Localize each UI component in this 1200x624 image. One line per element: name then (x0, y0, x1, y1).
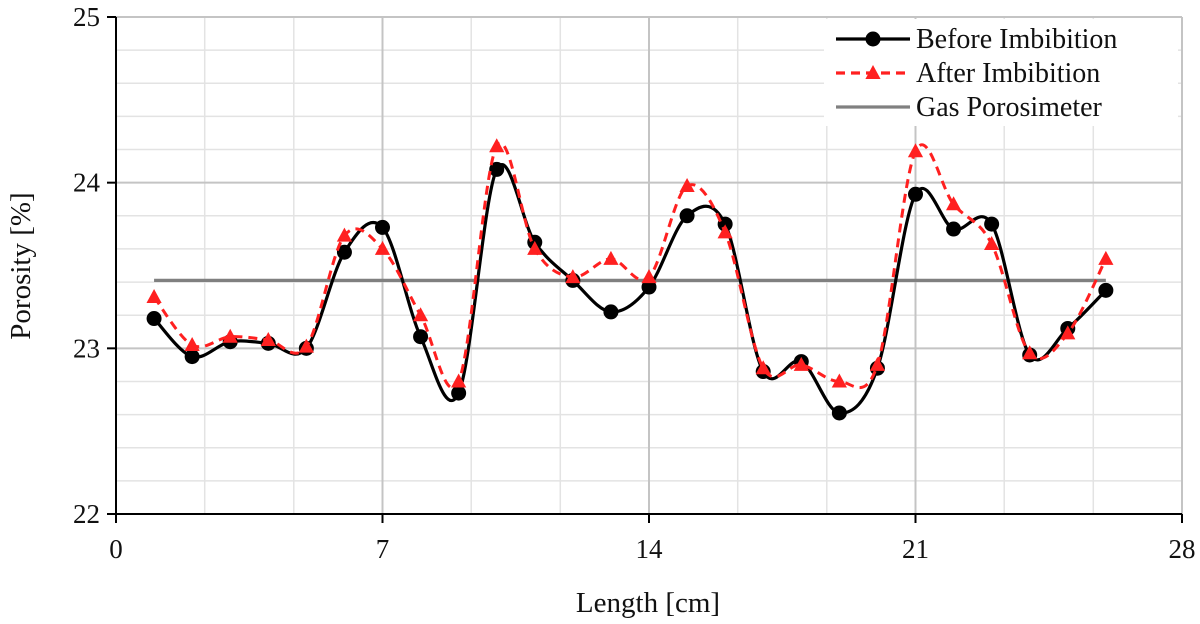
after-imbibition-point (146, 288, 162, 303)
before-imbibition-point (413, 329, 429, 345)
series-area (146, 138, 1114, 421)
x-tick-label: 28 (1169, 534, 1196, 564)
y-tick-label: 23 (73, 333, 100, 363)
after-imbibition-point (869, 356, 886, 371)
after-imbibition-point (679, 177, 695, 192)
after-imbibition-point (945, 196, 962, 211)
tick-labels: 22 23 24 25 0 7 14 21 28 (73, 2, 1196, 564)
after-imbibition-point (755, 360, 771, 375)
after-imbibition-point (184, 337, 200, 352)
legend-after-imbibition-label: After Imbibition (916, 58, 1100, 89)
y-tick-label: 24 (73, 168, 101, 198)
after-imbibition-point (1098, 250, 1114, 265)
before-imbibition-point (679, 208, 695, 224)
y-tick-label: 22 (73, 499, 100, 529)
before-imbibition-point (946, 221, 962, 237)
legend-after-imbibition-marker (865, 65, 881, 79)
after-imbibition-point (984, 235, 1000, 250)
after-imbibition-point (489, 138, 505, 153)
after-imbibition-point (907, 143, 924, 158)
before-imbibition-point (336, 244, 352, 260)
legend-before-imbibition-marker (865, 31, 881, 47)
before-imbibition-point (908, 186, 923, 202)
after-imbibition-point (641, 269, 657, 284)
legend-before-imbibition-label: Before Imbibition (916, 24, 1117, 55)
after-imbibition-point (603, 250, 619, 265)
after-imbibition-point (298, 338, 314, 353)
after-imbibition-point (1060, 325, 1076, 340)
x-tick-label: 14 (636, 534, 664, 564)
after-imbibition-point (412, 307, 429, 322)
before-imbibition-line (152, 163, 1107, 415)
x-tick-label: 0 (109, 534, 123, 564)
after-imbibition-point (831, 373, 847, 388)
x-axis-title: Length [cm] (576, 587, 720, 619)
before-imbibition-point (984, 216, 1000, 232)
after-imbibition-point (336, 227, 353, 242)
after-imbibition-point (451, 373, 467, 388)
after-imbibition-point (374, 240, 391, 255)
x-tick-label: 21 (902, 534, 929, 564)
before-imbibition-point (603, 304, 619, 320)
after-imbibition-point (222, 328, 238, 343)
legend-gas-porosimeter-label: Gas Porosimeter (916, 92, 1103, 123)
before-imbibition-point (1098, 282, 1114, 298)
x-tick-label: 7 (376, 534, 390, 564)
before-imbibition-point (184, 349, 200, 365)
axes (107, 16, 1183, 523)
before-imbibition-point (489, 161, 505, 177)
after-imbibition-point (260, 332, 276, 347)
after-imbibition-point (527, 240, 543, 255)
before-imbibition-point (375, 219, 390, 235)
y-tick-label: 25 (73, 2, 100, 32)
before-imbibition-point (831, 405, 847, 421)
after-imbibition-point (717, 224, 733, 239)
after-imbibition-point (565, 269, 581, 284)
after-imbibition-line (152, 141, 1108, 390)
after-imbibition-point (793, 356, 809, 371)
before-imbibition-point (641, 279, 657, 295)
after-imbibition-point (1022, 345, 1038, 360)
y-axis-title: Porosity [%] (5, 192, 37, 339)
before-imbibition-point (451, 385, 467, 401)
before-imbibition-point (146, 311, 162, 327)
